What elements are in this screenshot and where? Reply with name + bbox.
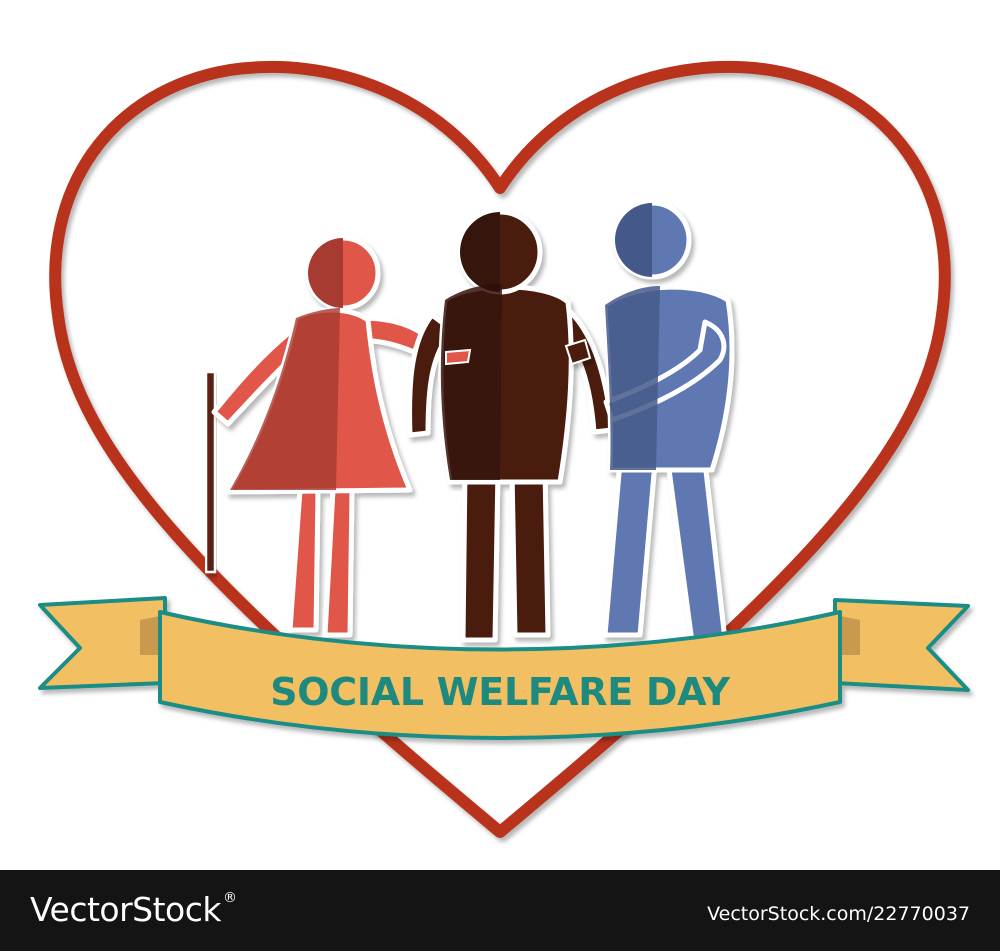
banner-title: SOCIAL WELFARE DAY xyxy=(270,670,730,714)
image-reference: VectorStock.com/22770037 xyxy=(707,903,970,925)
elderly-woman-figure xyxy=(211,235,426,638)
illustration-canvas: SOCIAL WELFARE DAY xyxy=(38,61,970,838)
brand-name: VectorStock xyxy=(30,890,222,929)
elderly-man-figure xyxy=(407,209,615,643)
brand-logo: VectorStock ® xyxy=(30,890,237,929)
watermark-footer: VectorStock ® VectorStock.com/22770037 xyxy=(0,870,1000,951)
registered-mark: ® xyxy=(223,890,237,906)
cane-icon xyxy=(204,370,217,574)
heart-outline-icon xyxy=(49,61,951,838)
ribbon-banner xyxy=(38,596,970,740)
